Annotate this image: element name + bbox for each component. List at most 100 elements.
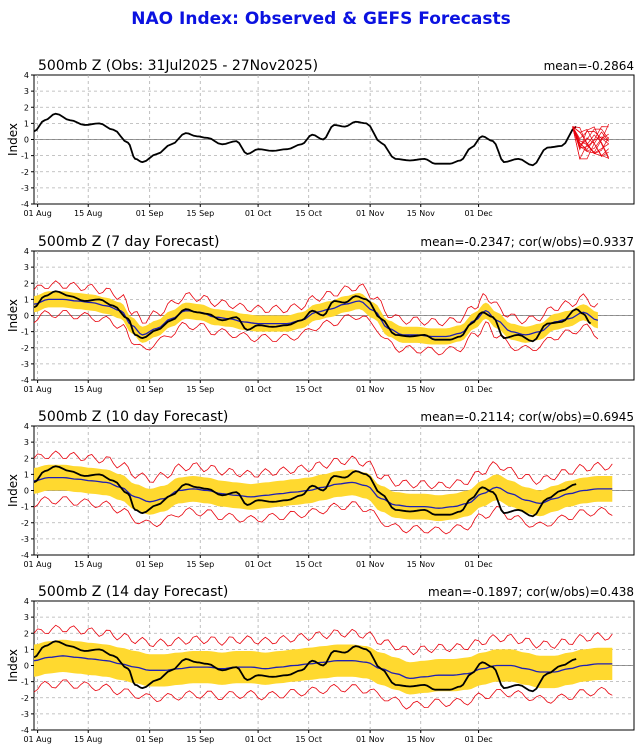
observed-line [33,640,577,693]
member-max-line [33,280,599,327]
x-tick-label: 15 Nov [407,209,436,218]
y-tick-label: -1 [21,152,29,161]
forecast-member-line [572,126,609,145]
y-tick-label: 2 [24,629,29,638]
x-tick-label: 15 Sep [186,735,214,744]
y-tick-label: -4 [21,200,29,209]
y-tick-label: 3 [24,87,29,96]
y-tick-label: -2 [21,344,29,353]
y-tick-label: 4 [24,71,29,80]
panel-title: 500mb Z (Obs: 31Jul2025 - 27Nov2025) [38,58,318,74]
y-tick-label: -4 [21,551,29,560]
x-tick-label: 15 Oct [295,735,322,744]
y-tick-label: 0 [24,662,29,671]
x-tick-label: 15 Oct [295,560,322,569]
y-tick-label: -1 [21,503,29,512]
y-tick-label: -1 [21,328,29,337]
panel-title: 500mb Z (10 day Forecast) [38,409,228,425]
x-tick-label: 01 Dec [464,735,492,744]
y-tick-label: -3 [21,184,29,193]
y-axis-label: Index [6,474,20,507]
y-tick-label: 4 [24,597,29,606]
spread-band [34,464,613,522]
x-tick-label: 01 Aug [23,385,51,394]
panel-stat: mean=-0.1897; cor(w/obs)=0.438 [428,585,634,599]
x-tick-label: 15 Aug [74,385,102,394]
x-tick-label: 01 Aug [23,560,51,569]
x-tick-label: 15 Oct [295,385,322,394]
y-tick-label: 2 [24,103,29,112]
x-tick-label: 15 Nov [407,735,436,744]
y-tick-label: -3 [21,360,29,369]
member-max-line [33,624,613,656]
forecast-member-line [572,126,609,160]
y-tick-label: 3 [24,263,29,272]
x-tick-label: 15 Nov [407,385,436,394]
x-tick-label: 15 Sep [186,209,214,218]
y-tick-label: 4 [24,422,29,431]
panel-stat: mean=-0.2864 [544,59,634,73]
x-tick-label: 01 Aug [23,209,51,218]
x-tick-label: 15 Sep [186,560,214,569]
member-max-line [33,450,613,490]
y-tick-label: 0 [24,312,29,321]
x-tick-label: 01 Sep [136,385,164,394]
x-tick-label: 01 Nov [356,385,385,394]
forecast-member-line [572,123,610,153]
panel-1: 500mb Z (Obs: 31Jul2025 - 27Nov2025) mean… [6,58,635,218]
panel-title: 500mb Z (14 day Forecast) [38,584,228,600]
x-tick-label: 01 Dec [464,560,492,569]
panel-2: 500mb Z (7 day Forecast) mean=-0.2347; co… [6,234,635,394]
y-axis-label: Index [6,649,20,682]
x-tick-label: 15 Nov [407,560,436,569]
observed-line [33,112,577,167]
y-tick-label: 1 [24,295,29,304]
y-tick-label: -3 [21,535,29,544]
y-tick-label: -4 [21,726,29,735]
y-axis-label: Index [6,299,20,332]
panel-title: 500mb Z (7 day Forecast) [38,234,219,250]
x-tick-label: 01 Nov [356,209,385,218]
panel-stat: mean=-0.2114; cor(w/obs)=0.6945 [420,410,634,424]
y-tick-label: -4 [21,376,29,385]
x-tick-label: 01 Dec [464,209,492,218]
y-tick-label: -2 [21,519,29,528]
panel-3: 500mb Z (10 day Forecast) mean=-0.2114; c… [6,409,635,569]
x-tick-label: 01 Sep [136,209,164,218]
member-min-line [33,679,613,710]
x-tick-label: 01 Sep [136,735,164,744]
y-tick-label: -1 [21,678,29,687]
y-tick-label: 2 [24,454,29,463]
x-tick-label: 01 Oct [245,560,272,569]
figure-title: NAO Index: Observed & GEFS Forecasts [131,9,511,29]
x-tick-label: 01 Nov [356,560,385,569]
panel-stat: mean=-0.2347; cor(w/obs)=0.9337 [420,235,634,249]
y-tick-label: -3 [21,710,29,719]
y-tick-label: 1 [24,119,29,128]
y-tick-label: 2 [24,279,29,288]
forecast-member-line [572,126,609,157]
y-tick-label: -2 [21,694,29,703]
x-tick-label: 01 Oct [245,385,272,394]
y-tick-label: 1 [24,645,29,654]
x-tick-label: 01 Aug [23,735,51,744]
x-tick-label: 15 Aug [74,209,102,218]
y-tick-label: 1 [24,470,29,479]
x-tick-label: 15 Aug [74,560,102,569]
y-tick-label: 4 [24,247,29,256]
y-tick-label: -2 [21,168,29,177]
observed-line [33,290,592,343]
ensemble-mean-line [33,476,613,509]
ensemble-mean-line [33,655,613,680]
x-tick-label: 15 Oct [295,209,322,218]
y-tick-label: 3 [24,613,29,622]
forecast-member-line [572,126,610,160]
spread-band [34,639,613,695]
x-tick-label: 01 Dec [464,385,492,394]
x-tick-label: 01 Oct [245,735,272,744]
member-min-line [33,496,613,535]
x-tick-label: 01 Sep [136,560,164,569]
x-tick-label: 15 Aug [74,735,102,744]
forecast-member-line [572,126,609,148]
